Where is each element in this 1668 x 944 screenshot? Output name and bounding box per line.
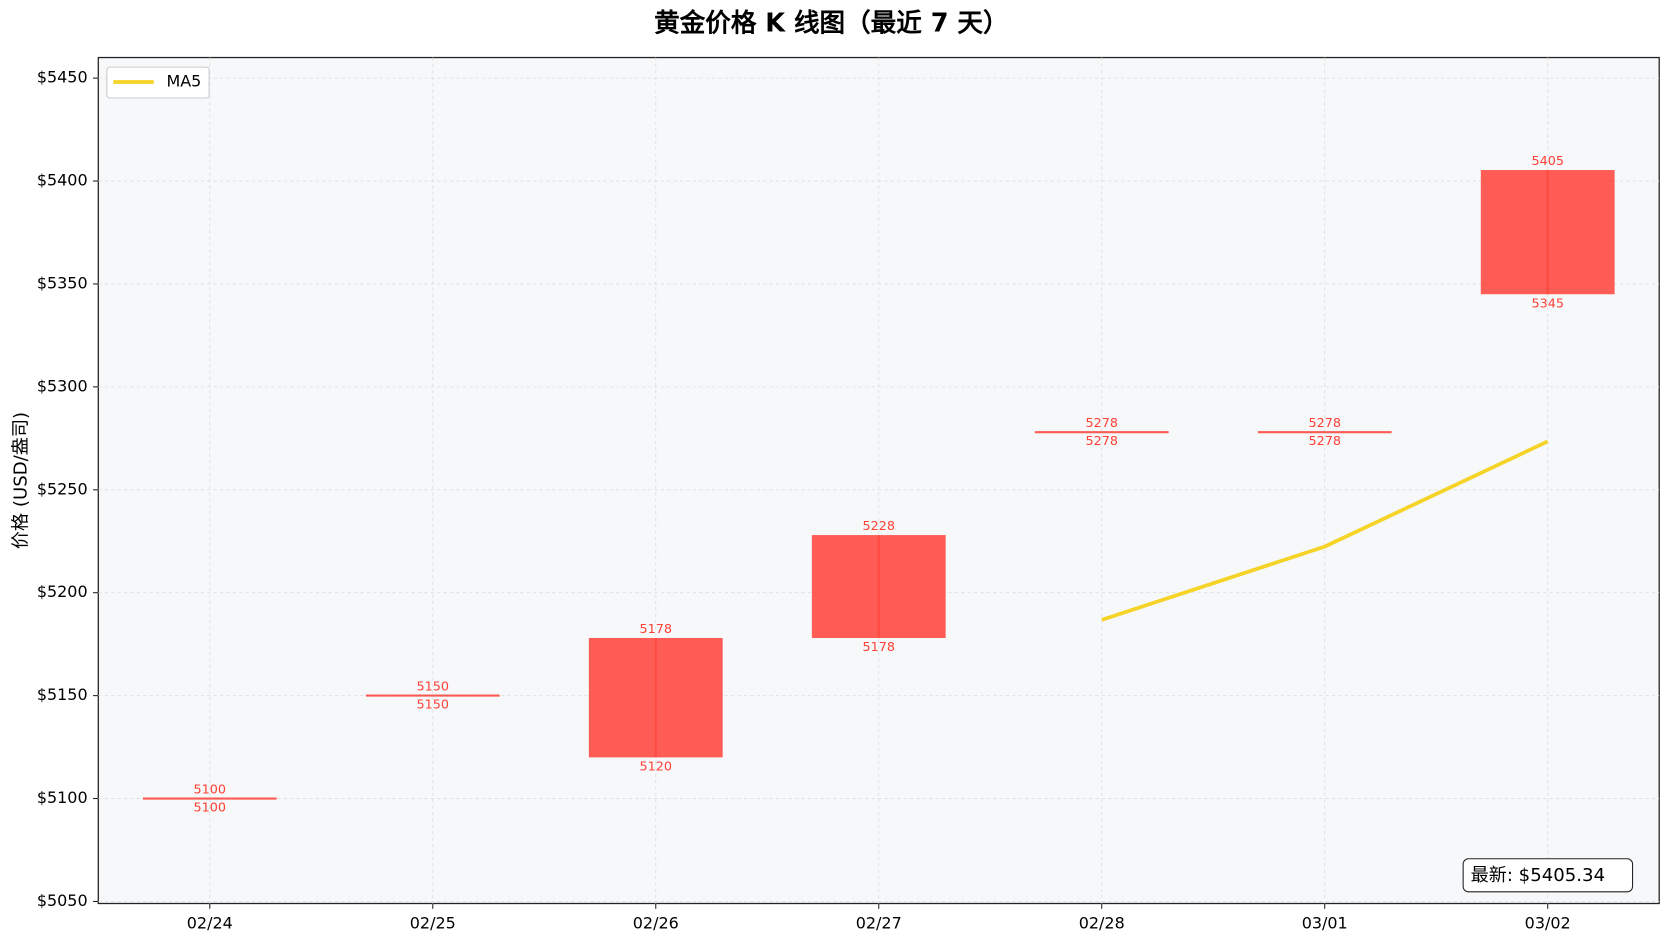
value-label: 5278 [1308,434,1341,449]
y-tick-label: $5050 [37,891,88,910]
y-axis-label: 价格 (USD/盎司) [11,412,32,549]
x-tick-label: 02/27 [856,913,902,932]
value-label: 5178 [640,622,673,637]
y-tick-label: $5100 [37,788,88,807]
x-tick-label: 03/02 [1525,913,1571,932]
x-tick-label: 03/01 [1302,913,1348,932]
value-label: 5178 [862,640,895,655]
value-label: 5228 [862,519,895,534]
value-label: 5345 [1531,296,1564,311]
value-label: 5100 [194,801,227,816]
ma-line [1101,439,1549,622]
value-label: 5278 [1085,416,1118,431]
annotation-box [1462,858,1634,893]
annotation: 最新: $5405.34 [1471,865,1606,886]
chart-title: 黄金价格 K 线图（最近 7 天） [654,9,1008,39]
y-tick-label: $5450 [37,68,88,87]
value-label: 5120 [640,759,673,774]
x-tick-label: 02/25 [410,913,456,932]
legend-label: MA5 [166,72,201,91]
value-label: 5405 [1531,154,1564,169]
value-label: 5150 [417,698,450,713]
y-tick-label: $5150 [37,685,88,704]
value-label: 5100 [194,783,227,798]
x-tick-label: 02/26 [633,913,679,932]
y-tick-label: $5200 [37,582,88,601]
y-tick-label: $5300 [37,376,88,395]
value-label: 5150 [417,680,450,695]
x-tick-label: 02/24 [187,913,233,932]
value-label: 5278 [1308,416,1341,431]
y-tick-label: $5250 [37,479,88,498]
value-label: 5278 [1085,434,1118,449]
legend-box [106,66,210,99]
y-tick-label: $5350 [37,273,88,292]
y-tick-label: $5400 [37,171,88,190]
x-tick-label: 02/28 [1079,913,1125,932]
